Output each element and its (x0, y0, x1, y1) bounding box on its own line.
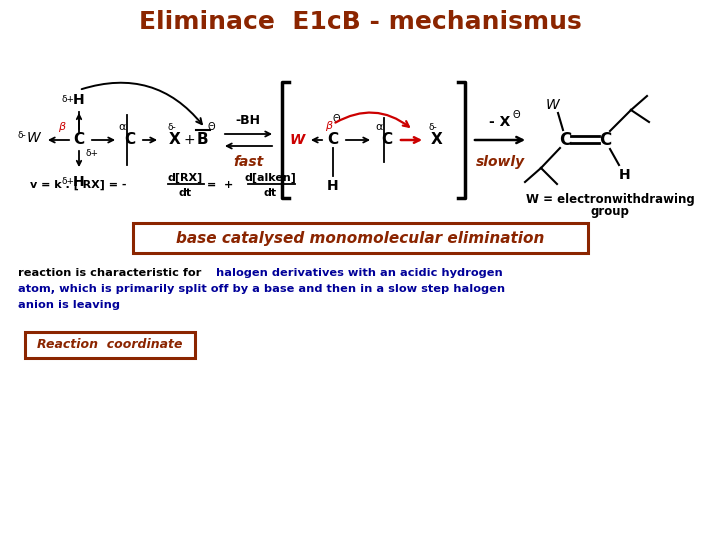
Text: C: C (559, 131, 571, 149)
Text: d[alken]: d[alken] (244, 173, 296, 183)
Text: Θ: Θ (512, 110, 520, 120)
Text: δ-: δ- (17, 132, 27, 140)
Text: group: group (590, 206, 629, 219)
Text: halogen derivatives with an acidic hydrogen: halogen derivatives with an acidic hydro… (216, 268, 503, 278)
Text: v = k . [ RX] = -: v = k . [ RX] = - (30, 180, 127, 190)
Text: δ+: δ+ (85, 148, 98, 158)
Text: -BH: -BH (235, 113, 261, 126)
Text: Eliminace  E1cB - mechanismus: Eliminace E1cB - mechanismus (139, 10, 581, 34)
Text: fast: fast (233, 155, 263, 169)
Text: W: W (289, 133, 305, 147)
Text: =  +: = + (207, 180, 233, 190)
Text: H: H (73, 93, 85, 107)
Bar (25, 332, 195, 358)
Text: H: H (73, 175, 85, 189)
Text: anion is leaving: anion is leaving (18, 300, 120, 310)
Text: d[RX]: d[RX] (167, 173, 202, 183)
Text: C: C (328, 132, 338, 147)
Text: reaction is characteristic for: reaction is characteristic for (18, 268, 205, 278)
Text: slowly: slowly (475, 155, 525, 169)
Text: C: C (599, 131, 611, 149)
Text: +: + (183, 133, 195, 147)
Text: base catalysed monomolecular elimination: base catalysed monomolecular elimination (176, 231, 544, 246)
Text: dt: dt (264, 188, 276, 198)
Text: Reaction  coordinate: Reaction coordinate (37, 339, 183, 352)
Bar (132, 223, 588, 253)
Text: δ-: δ- (168, 123, 176, 132)
Text: β: β (325, 121, 333, 131)
Text: W: W (27, 131, 41, 145)
Text: X: X (169, 132, 181, 147)
Text: α: α (375, 122, 383, 132)
Text: B: B (196, 132, 208, 147)
Text: H: H (327, 179, 339, 193)
Text: C: C (125, 132, 135, 147)
Text: Θ: Θ (332, 114, 340, 124)
Text: δ+: δ+ (61, 178, 74, 186)
Text: - X: - X (490, 115, 510, 129)
Text: dt: dt (179, 188, 192, 198)
Text: X: X (431, 132, 443, 147)
Text: C: C (73, 132, 84, 147)
Text: Θ: Θ (207, 122, 215, 132)
Text: β: β (58, 122, 66, 132)
Text: W: W (546, 98, 560, 112)
Text: C: C (382, 132, 392, 147)
Text: δ-: δ- (428, 123, 437, 132)
Text: δ+: δ+ (61, 96, 74, 105)
Text: W = electronwithdrawing: W = electronwithdrawing (526, 193, 694, 206)
Text: α: α (118, 122, 126, 132)
Text: H: H (619, 168, 631, 182)
Text: atom, which is primarily split off by a base and then in a slow step halogen: atom, which is primarily split off by a … (18, 284, 505, 294)
